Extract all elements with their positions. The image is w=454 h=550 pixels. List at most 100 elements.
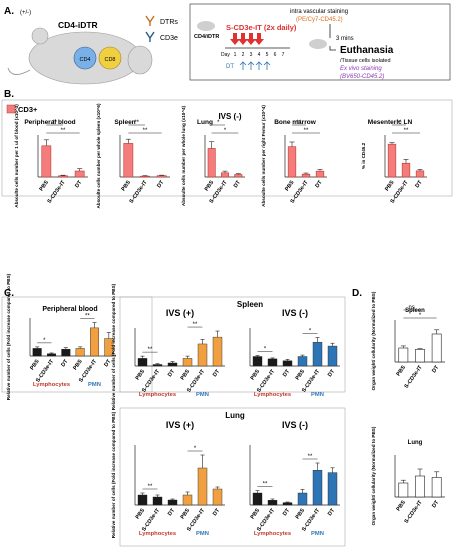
ivs-neg-label: IVS (-) xyxy=(218,112,241,121)
category-label: DT xyxy=(156,179,165,189)
bar xyxy=(431,333,442,363)
bar xyxy=(387,143,397,178)
dt-label: DT xyxy=(226,64,234,70)
panel-b-box xyxy=(1,99,453,197)
sig-label: ** xyxy=(404,128,409,134)
sig-label: ** xyxy=(193,322,198,328)
timeline-day: 4 xyxy=(258,52,261,58)
bar xyxy=(267,358,278,367)
category-label: PBS xyxy=(29,358,41,371)
sig-label: * xyxy=(264,347,267,353)
ex-vivo-reagent: (BV650-CD45.2) xyxy=(340,74,384,80)
bar xyxy=(152,364,163,367)
chart-title: Lung xyxy=(408,440,423,446)
y-axis-label: Absoulte cells number per right Femur (x… xyxy=(261,105,266,207)
panel-c-spleen-box xyxy=(119,296,346,393)
sig-label: ** xyxy=(304,128,309,134)
category-label: PBS xyxy=(204,179,216,192)
bar xyxy=(32,348,42,357)
sig-label: ** xyxy=(148,347,153,353)
chart-title: IVS (-) xyxy=(282,308,308,318)
group-label-pmn: PMN xyxy=(196,392,209,398)
timeline-day: 7 xyxy=(282,52,285,58)
category-label: DT xyxy=(74,179,83,189)
iv-stain-label: intra vascular staining xyxy=(290,9,348,15)
group-label-lymphocytes: Lymphocytes xyxy=(254,392,291,398)
category-label: DT xyxy=(103,358,112,368)
chart-c1: Peripheral blood Relative number of cells… xyxy=(6,273,116,400)
sig-label: ** xyxy=(134,120,139,126)
panel-a-letter: A. xyxy=(4,6,14,17)
iv-mouse-icon xyxy=(309,39,327,49)
category-label: PBS xyxy=(135,368,147,381)
ex-vivo-label: Ex vivo staining xyxy=(340,66,382,72)
sig-label: ** xyxy=(143,128,148,134)
chart-title: Lung xyxy=(197,119,213,126)
chart-d1: Spleen Organ weight/ cellularity (Normali… xyxy=(371,291,445,390)
iv-stain-reagent: (PE/Cy7-CD45.2) xyxy=(296,17,343,23)
timeline-box xyxy=(189,3,451,81)
bar xyxy=(47,353,57,357)
bar xyxy=(315,170,325,178)
bar xyxy=(156,175,167,178)
timeline-day: 5 xyxy=(266,52,269,58)
timeline-day: 1 xyxy=(234,52,237,58)
bar xyxy=(137,358,148,367)
bar xyxy=(327,345,338,367)
category-label: DT xyxy=(431,364,440,374)
y-axis-label: Organ weight/ cellularity (Normalized to… xyxy=(371,426,376,525)
group-label-pmn: PMN xyxy=(311,392,324,398)
spleen-box-title: Spleen xyxy=(237,300,263,309)
chart-title: Peripheral blood xyxy=(42,306,97,313)
mouse-genotype-tag: (+/-) xyxy=(20,10,31,16)
y-axis-label: Absoulte cells number per whole lung (x1… xyxy=(181,105,186,206)
y-axis-label: Relative number of cells (Fold increase … xyxy=(6,273,11,400)
group-label-lymphocytes: Lymphocytes xyxy=(254,531,291,537)
bar xyxy=(182,358,193,367)
lung-box-title: Lung xyxy=(225,411,245,420)
bar xyxy=(312,342,323,367)
bar xyxy=(221,172,229,178)
dt-arrows xyxy=(239,61,271,70)
cd4-cell: CD4 xyxy=(73,46,97,70)
category-label: DT xyxy=(327,368,336,378)
chart-title: IVS (+) xyxy=(166,420,194,430)
bar xyxy=(167,499,178,506)
bar xyxy=(41,145,52,178)
bar xyxy=(137,494,148,506)
chart-title: Spleen xyxy=(114,119,135,126)
euthanasia-arrow xyxy=(329,46,336,51)
bar xyxy=(431,477,442,498)
chart-b4: Bone marrow Absoulte cells number per rig… xyxy=(261,105,327,207)
chart-b1: Peripheral blood Absoulte cells number pe… xyxy=(14,104,88,208)
panel-d-letter: D. xyxy=(352,288,362,299)
sig-label: ** xyxy=(308,454,313,460)
group-label-lymphocytes: Lymphocytes xyxy=(139,531,176,537)
cd3-legend-swatch xyxy=(6,104,16,114)
category-label: PBS xyxy=(396,364,408,377)
category-label: DT xyxy=(315,179,324,189)
bar xyxy=(398,482,409,498)
chart-title: Bone marrow xyxy=(274,119,316,126)
bar xyxy=(327,472,338,506)
y-axis-label: Relative number of cells (Fold increase … xyxy=(111,411,116,538)
chart-title: Mesenteric LN xyxy=(368,119,413,126)
timeline-mouse-icon xyxy=(197,21,215,31)
bar xyxy=(167,362,178,367)
group-label-pmn: PMN xyxy=(88,382,101,388)
category-label: DT xyxy=(431,499,440,509)
sig-label: ns xyxy=(408,305,414,311)
category-label: DT xyxy=(282,507,291,517)
category-label: PBS xyxy=(284,179,296,192)
chart-c2: IVS (+) Relative number of cells (Fold in… xyxy=(111,283,225,410)
timeline-day: 6 xyxy=(274,52,277,58)
chart-title: IVS (+) xyxy=(166,308,194,318)
bar xyxy=(152,496,163,506)
category-label: PBS xyxy=(180,507,192,520)
bar xyxy=(312,470,323,506)
category-label: DT xyxy=(415,179,424,189)
category-label: DT xyxy=(233,179,242,189)
